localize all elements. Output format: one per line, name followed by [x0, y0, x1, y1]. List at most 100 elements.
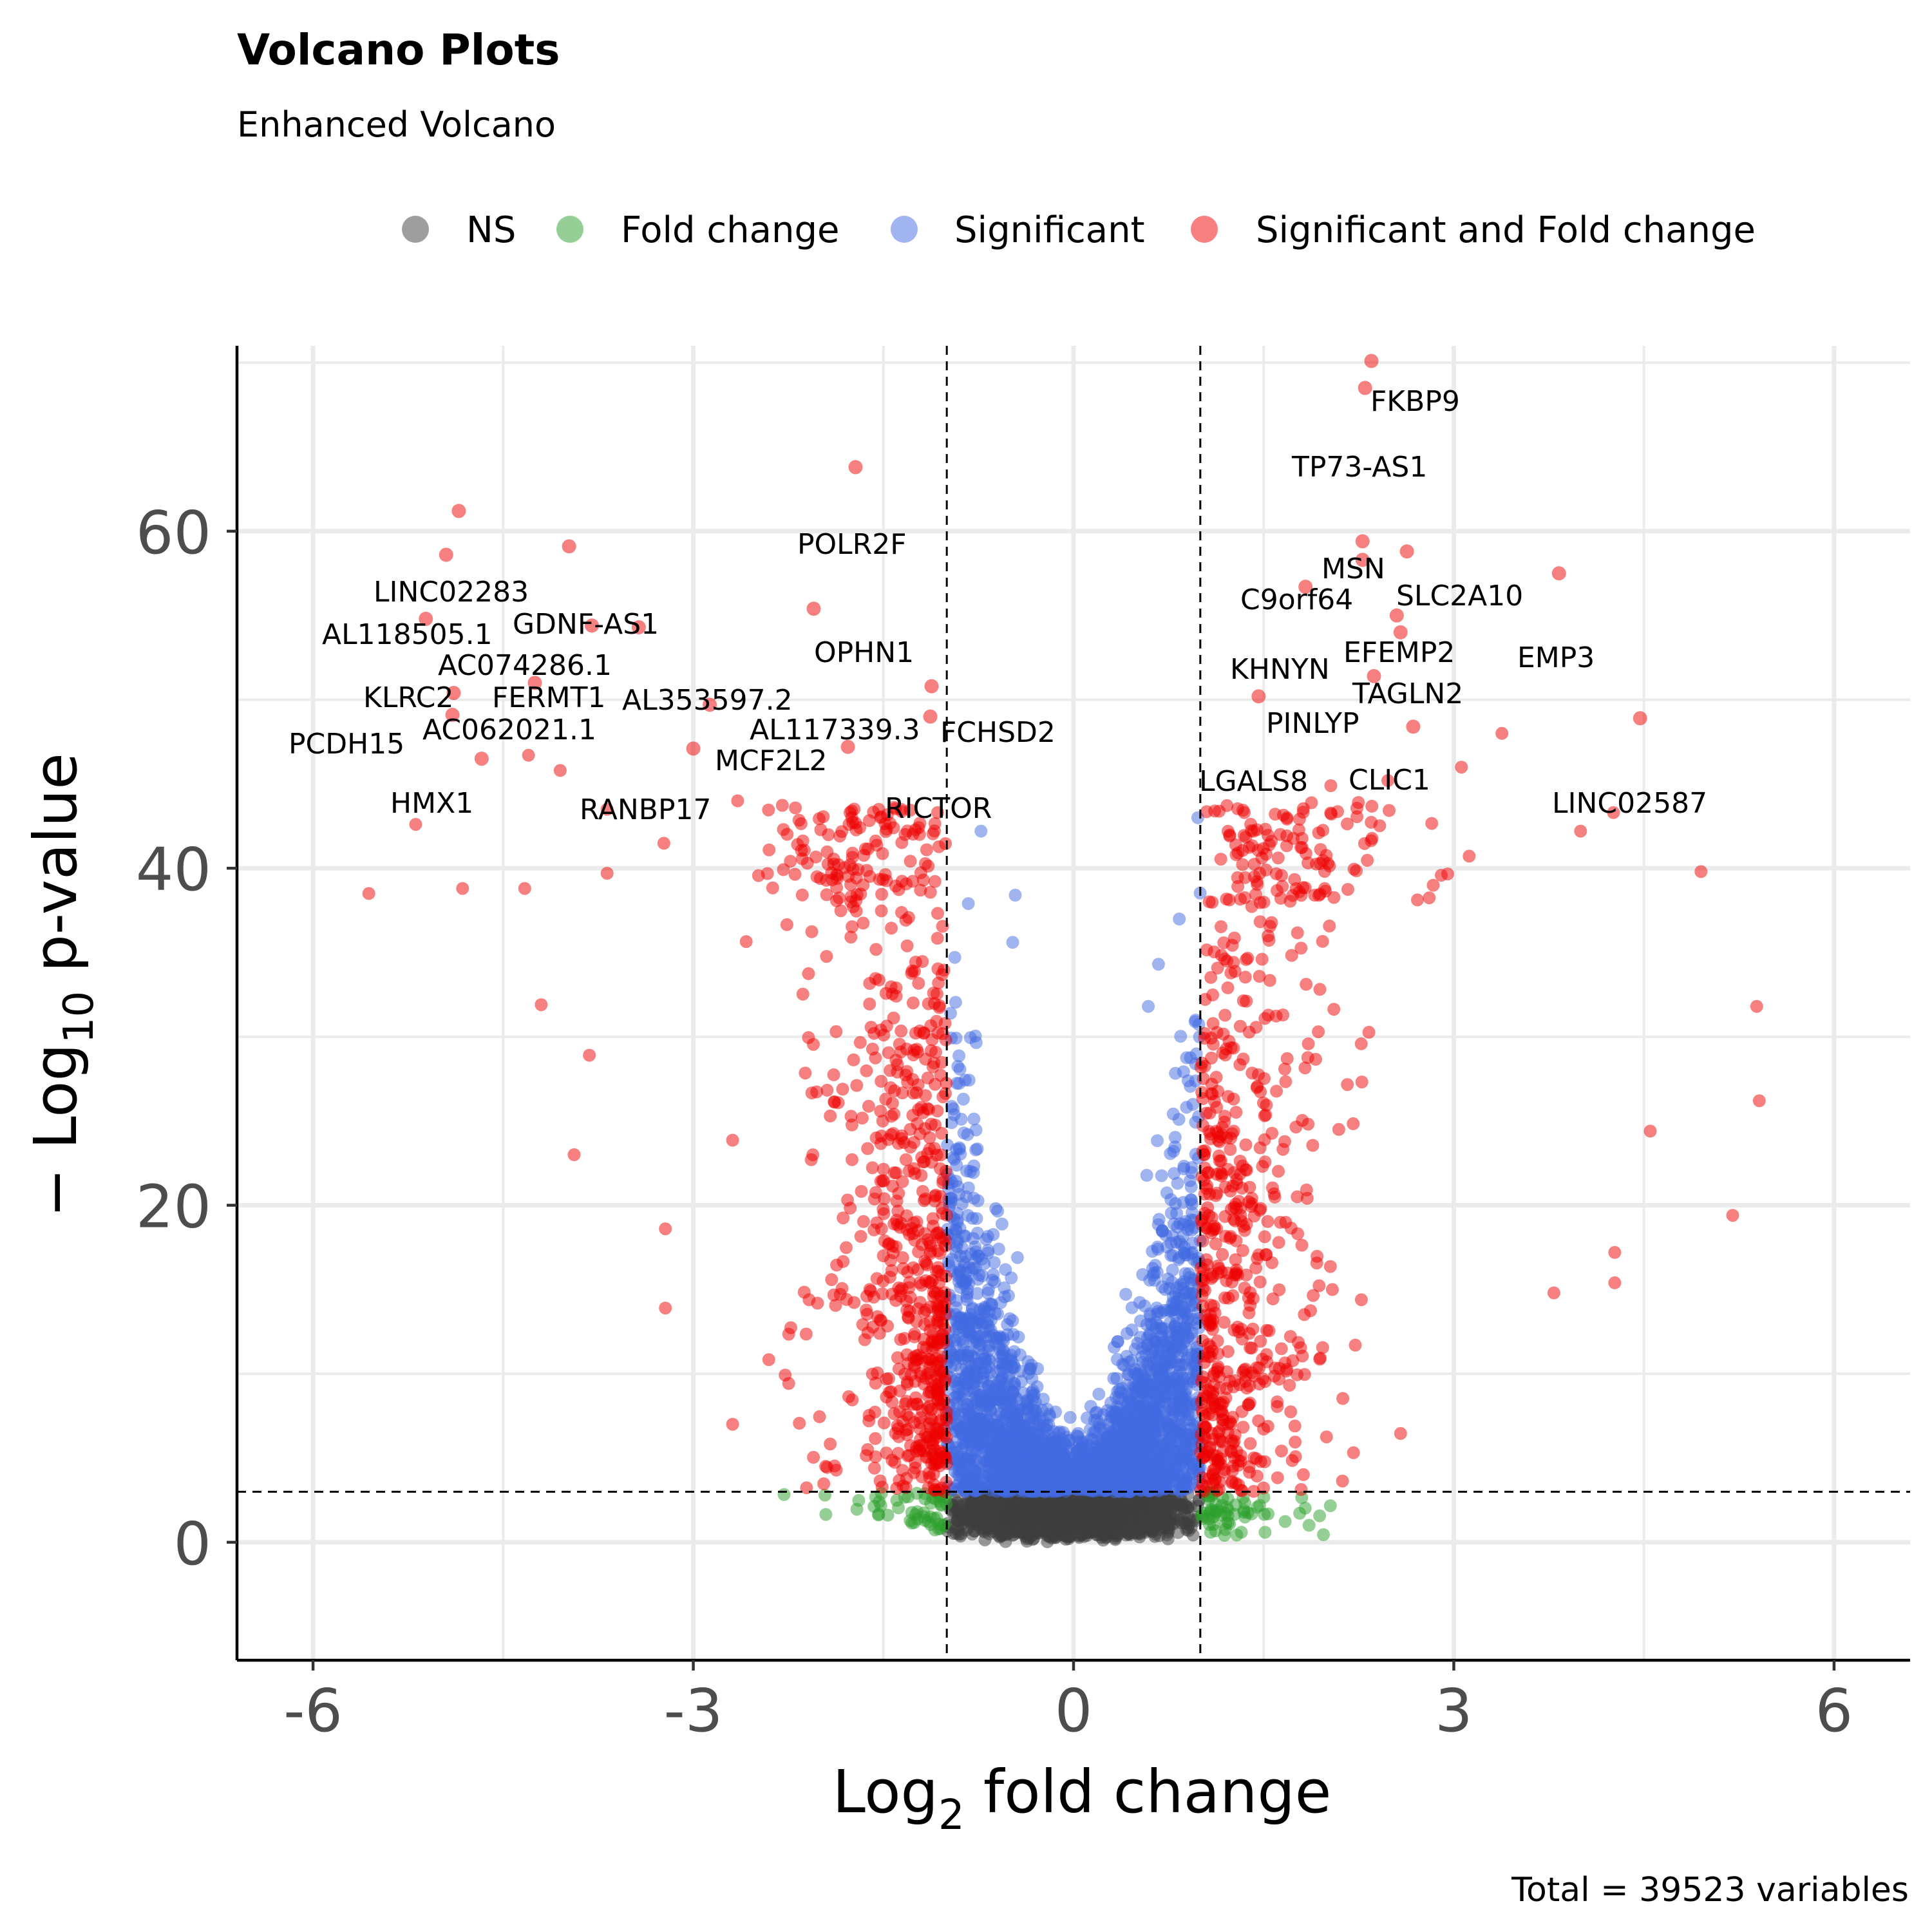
data-point: [1180, 1051, 1193, 1065]
data-point: [1010, 1426, 1024, 1439]
data-point: [1070, 1513, 1083, 1526]
data-point: [1159, 1228, 1173, 1242]
data-point: [969, 1143, 983, 1157]
data-point: [1009, 889, 1022, 902]
data-point: [1152, 1213, 1166, 1226]
data-point: [981, 1504, 994, 1517]
data-point: [991, 1307, 1005, 1321]
data-point: [1123, 1515, 1136, 1529]
data-point: [1253, 1499, 1266, 1512]
data-point: [972, 1414, 985, 1427]
data-point: [1144, 1459, 1157, 1472]
data-point: [1112, 1522, 1126, 1535]
data-point: [961, 897, 975, 911]
data-point: [1110, 1372, 1124, 1385]
data-point: [1027, 1439, 1041, 1452]
data-point: [1129, 1416, 1142, 1430]
data-point: [1005, 1387, 1019, 1401]
data-point: [991, 1204, 1005, 1218]
data-point: [969, 1036, 983, 1049]
data-point: [892, 1501, 905, 1515]
data-point: [966, 1211, 979, 1225]
data-point: [1089, 1425, 1103, 1439]
data-point: [997, 1334, 1010, 1348]
data-point: [1134, 1510, 1147, 1523]
data-point: [934, 1498, 948, 1511]
data-point: [1060, 1459, 1073, 1472]
data-point: [1160, 1419, 1174, 1433]
data-point: [1024, 1410, 1037, 1424]
data-point: [930, 1511, 943, 1524]
data-point: [983, 1443, 997, 1457]
data-point: [824, 1437, 837, 1451]
data-point: [1156, 1478, 1170, 1492]
data-point: [1178, 1240, 1191, 1254]
data-point: [1151, 1134, 1164, 1148]
data-point: [1230, 1528, 1244, 1542]
data-point: [1172, 1113, 1186, 1126]
data-point: [1179, 1499, 1193, 1513]
data-point: [987, 1470, 1000, 1484]
data-point: [1166, 1499, 1180, 1511]
data-point: [1167, 1511, 1180, 1524]
data-point: [1238, 1497, 1251, 1510]
data-point: [1139, 1400, 1152, 1414]
data-point: [813, 1410, 826, 1423]
data-point: [1143, 1273, 1157, 1287]
data-point: [952, 1049, 966, 1063]
data-point: [1185, 1193, 1198, 1207]
data-point: [861, 1142, 875, 1155]
data-point: [971, 1273, 985, 1286]
data-point: [872, 1508, 886, 1522]
data-points: [362, 726, 1766, 1548]
data-point: [1186, 1461, 1199, 1475]
data-point: [971, 1316, 984, 1329]
data-point: [958, 1074, 972, 1087]
data-point: [1171, 1177, 1184, 1190]
data-point: [1128, 1380, 1142, 1394]
data-point: [965, 1428, 978, 1442]
data-point: [947, 1153, 961, 1166]
grid: [237, 346, 1910, 1660]
data-point: [1102, 1455, 1115, 1468]
data-point: [1293, 1506, 1307, 1520]
data-point: [1313, 1509, 1327, 1522]
data-point: [964, 1247, 978, 1260]
data-point: [956, 1092, 970, 1106]
data-point: [1155, 1444, 1168, 1457]
data-point: [1152, 1517, 1166, 1531]
data-point: [1088, 1414, 1101, 1427]
data-point: [1060, 1430, 1073, 1444]
data-point: [1164, 1206, 1178, 1220]
data-point: [1060, 1524, 1074, 1538]
data-point: [952, 1381, 965, 1394]
data-point: [1151, 958, 1165, 971]
data-point: [796, 987, 810, 1001]
data-point: [1145, 1367, 1159, 1381]
data-point: [1111, 1385, 1124, 1398]
data-point: [1151, 1240, 1164, 1254]
data-point: [956, 1275, 970, 1289]
data-point: [762, 843, 776, 857]
data-point: [1141, 1342, 1154, 1356]
data-point: [1072, 1453, 1086, 1466]
data-point: [1411, 893, 1424, 907]
data-point: [951, 1468, 965, 1482]
data-point: [1025, 1372, 1039, 1385]
data-point: [1001, 1508, 1015, 1522]
data-point: [1119, 1287, 1133, 1301]
data-point: [1323, 1499, 1337, 1513]
data-point: [1158, 1406, 1171, 1420]
data-point: [1004, 1352, 1017, 1366]
data-point: [1063, 1477, 1076, 1491]
data-point: [1061, 1506, 1074, 1519]
data-point: [1146, 1379, 1160, 1392]
data-point: [1176, 1282, 1189, 1295]
data-point: [987, 1385, 1000, 1398]
data-point: [960, 1190, 973, 1204]
data-point: [999, 1263, 1012, 1276]
data-point: [1010, 1251, 1024, 1264]
data-point: [1195, 1509, 1208, 1522]
data-point: [1077, 1497, 1090, 1511]
data-point: [1063, 1410, 1077, 1424]
